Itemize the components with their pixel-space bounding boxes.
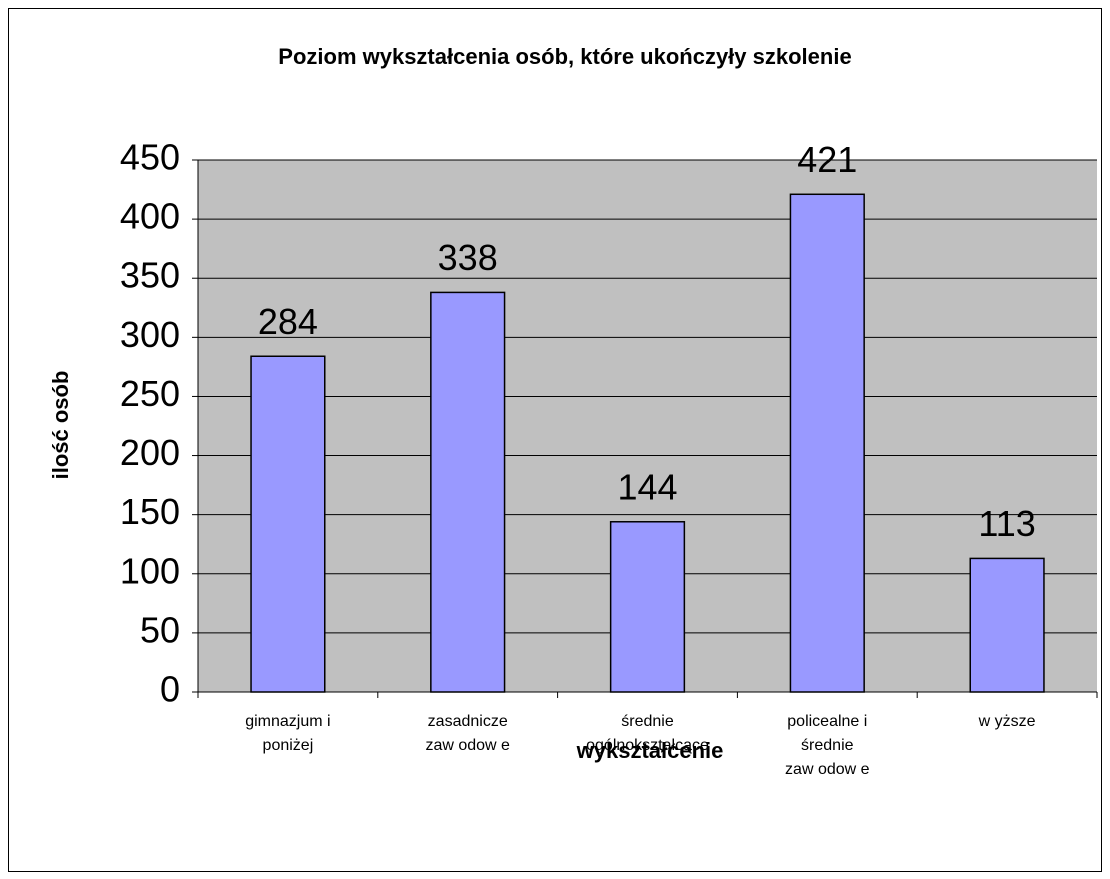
y-tick-label: 250 bbox=[120, 373, 180, 414]
y-tick-label: 200 bbox=[120, 432, 180, 473]
x-tick-label-line: średnie bbox=[621, 713, 674, 730]
x-tick-label-line: średnie bbox=[801, 737, 854, 754]
x-tick-label: w yższe bbox=[978, 713, 1036, 730]
x-tick-label-line: gimnazjum i bbox=[245, 713, 330, 730]
y-tick-label: 100 bbox=[120, 550, 180, 591]
y-tick-label: 150 bbox=[120, 491, 180, 532]
bar bbox=[430, 291, 506, 693]
x-tick-label: policealne i średnie zaw odow e bbox=[785, 713, 870, 778]
y-tick-label: 50 bbox=[140, 609, 180, 650]
y-tick-label: 300 bbox=[120, 314, 180, 355]
x-tick-label-line: poniżej bbox=[263, 737, 314, 754]
chart-title: Poziom wykształcenia osób, które ukończy… bbox=[278, 44, 851, 69]
x-tick-label-line: policealne i bbox=[787, 713, 867, 730]
x-tick-label: gimnazjum i poniżej bbox=[245, 713, 330, 754]
y-tick-label: 400 bbox=[120, 196, 180, 237]
data-label: 421 bbox=[797, 139, 857, 180]
x-tick-label-line: zasadnicze bbox=[428, 713, 508, 730]
x-tick-label-line: ogólnokształcące bbox=[586, 737, 709, 754]
bar bbox=[250, 355, 326, 693]
y-tick-label: 0 bbox=[160, 669, 180, 710]
data-label: 144 bbox=[617, 466, 677, 507]
bar bbox=[969, 557, 1045, 693]
y-tick-label: 350 bbox=[120, 255, 180, 296]
data-label: 338 bbox=[438, 237, 498, 278]
x-axis-label: wykształcenie bbox=[576, 738, 724, 763]
bar bbox=[789, 193, 865, 693]
x-tick-label-line: zaw odow e bbox=[785, 761, 870, 778]
x-tick-label: średnie ogólnokształcące bbox=[586, 713, 709, 754]
bar bbox=[609, 521, 686, 693]
y-axis-label: ilość osób bbox=[48, 371, 73, 480]
data-label: 284 bbox=[258, 301, 318, 342]
y-tick-label: 450 bbox=[120, 137, 180, 178]
data-label: 113 bbox=[978, 503, 1035, 544]
x-tick-label-line: zaw odow e bbox=[425, 737, 510, 754]
x-tick-label-line: w yższe bbox=[978, 713, 1036, 730]
x-tick-label: zasadnicze zaw odow e bbox=[425, 713, 510, 754]
